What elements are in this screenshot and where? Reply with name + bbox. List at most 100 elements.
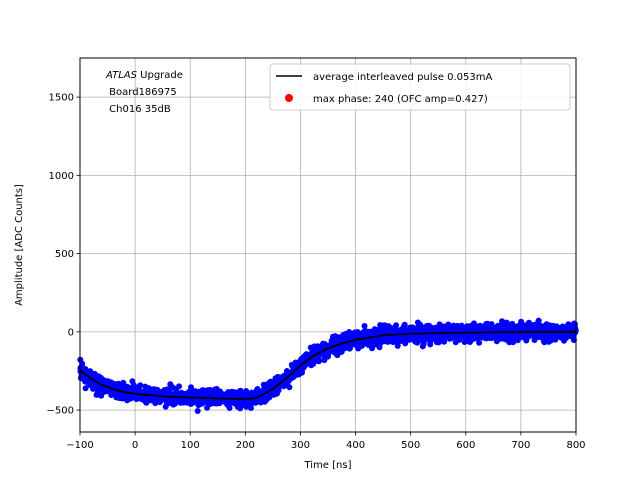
scatter-point	[167, 381, 174, 388]
scatter-point	[205, 397, 212, 404]
scatter-point	[238, 399, 245, 406]
scatter-point	[394, 327, 401, 334]
x-tick-label: 700	[511, 440, 530, 451]
scatter-point	[516, 327, 523, 334]
scatter-point	[384, 337, 391, 344]
scatter-point	[394, 337, 400, 344]
scatter-point	[535, 334, 542, 340]
scatter-point	[188, 390, 195, 397]
scatter-point	[206, 386, 213, 393]
x-tick-label: 400	[346, 440, 365, 451]
scatter-point	[497, 335, 504, 342]
scatter-point	[338, 348, 345, 355]
scatter-point	[234, 402, 241, 409]
scatter-point	[325, 351, 332, 358]
scatter-point	[402, 335, 409, 342]
y-tick-label: 0	[68, 327, 74, 338]
scatter-point	[113, 390, 120, 397]
y-axis-label: Amplitude [ADC Counts]	[14, 184, 25, 306]
scatter-point	[194, 408, 201, 414]
scatter-point	[542, 333, 549, 340]
x-axis-label: Time [ns]	[303, 460, 351, 471]
scatter-point	[225, 392, 232, 399]
scatter-point	[382, 322, 388, 329]
scatter-point	[266, 394, 273, 401]
scatter-point	[224, 401, 231, 408]
scatter-point	[257, 388, 264, 395]
scatter-point	[193, 391, 200, 397]
scatter-point	[82, 385, 89, 392]
scatter-point	[513, 323, 520, 330]
scatter-point	[103, 379, 110, 386]
scatter-point	[364, 331, 370, 338]
atlas-annotation: ATLAS Upgrade Board186975 Ch016 35dB	[105, 70, 183, 115]
scatter-point	[314, 357, 321, 364]
scatter-point	[123, 384, 130, 391]
scatter-point	[401, 321, 408, 328]
x-tick-label: 600	[456, 440, 475, 451]
scatter-point	[336, 335, 343, 342]
scatter-point	[152, 400, 159, 407]
legend-box	[269, 63, 571, 111]
x-tick-label: 200	[236, 440, 255, 451]
scatter-point	[143, 399, 149, 406]
scatter-point	[506, 334, 513, 341]
legend-label-average-pulse: average interleaved pulse 0.053mA	[313, 72, 492, 83]
x-tick-label: −100	[66, 440, 93, 451]
x-tick-label: 500	[401, 440, 420, 451]
scatter-point	[347, 331, 354, 338]
scatter-point	[361, 323, 368, 329]
y-tick-label: 500	[55, 249, 74, 260]
scatter-point	[414, 339, 421, 346]
y-tick-label: 1500	[49, 93, 74, 104]
average-pulse-line	[79, 330, 576, 401]
annotation-line-3: Ch016 35dB	[106, 104, 171, 115]
legend: average interleaved pulse 0.053mA max ph…	[269, 63, 571, 111]
scatter-point	[479, 334, 486, 341]
scatter-point	[290, 374, 297, 381]
scatter-point	[259, 395, 266, 402]
scatter-point	[441, 338, 448, 345]
scatter-point	[213, 386, 220, 392]
scatter-point	[330, 333, 336, 340]
scatter-point	[393, 322, 400, 329]
scatter-point	[162, 403, 169, 410]
scatter-point	[499, 326, 506, 333]
scatter-point	[517, 320, 524, 327]
scatter-point	[210, 391, 217, 398]
x-tick-label: 800	[566, 440, 585, 451]
annotation-line-2: Board186975	[106, 87, 177, 98]
scatter-point	[388, 325, 395, 332]
scatter-point	[102, 387, 109, 394]
line-layer	[79, 330, 576, 401]
scatter-point	[538, 324, 545, 331]
scatter-point	[321, 357, 328, 364]
scatter-point	[442, 333, 448, 340]
scatter-point	[270, 391, 277, 398]
scatter-point	[275, 387, 282, 394]
scatter-point	[178, 389, 185, 396]
scatter-point	[321, 341, 327, 348]
scatter-point	[142, 383, 149, 390]
scatter-point	[555, 332, 562, 339]
x-tick-label: 100	[181, 440, 200, 451]
legend-label-max-phase: max phase: 240 (OFC amp=0.427)	[313, 94, 488, 105]
scatter-point	[345, 343, 351, 350]
scatter-point	[308, 362, 315, 369]
scatter-point	[410, 334, 417, 341]
x-tick-label: 0	[132, 440, 138, 451]
scatter-point	[78, 373, 85, 380]
scatter-point	[402, 340, 409, 347]
scatter-point	[421, 329, 428, 336]
scatter-point	[531, 321, 538, 328]
scatter-point	[433, 339, 440, 346]
y-tick-label: 1000	[49, 171, 74, 182]
scatter-point	[550, 322, 557, 329]
scatter-point	[374, 327, 381, 334]
plot-frame	[79, 57, 577, 433]
scatter-point	[176, 383, 182, 390]
scatter-point	[157, 397, 164, 404]
x-tick-label: 300	[291, 440, 310, 451]
scatter-point	[158, 389, 165, 396]
